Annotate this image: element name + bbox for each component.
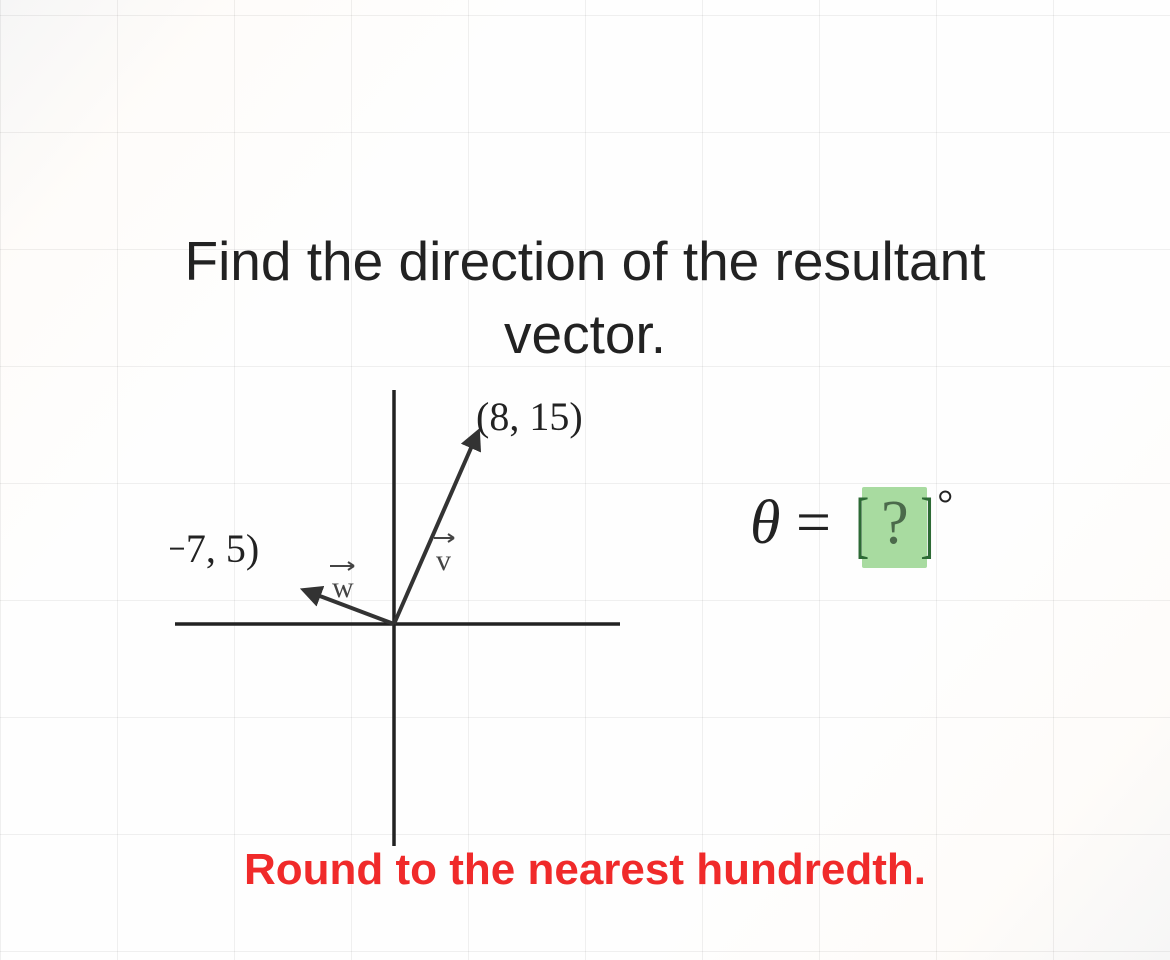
question-line-2: vector. [504, 303, 666, 365]
svg-text:v: v [436, 544, 451, 577]
page: Find the direction of the resultant vect… [0, 0, 1170, 960]
vector-diagram: (8, 15) (−7, 5) v w [170, 390, 630, 850]
rounding-hint: Round to the nearest hundredth. [0, 845, 1170, 895]
vector-v [394, 432, 478, 624]
answer-input-box[interactable]: [?] [846, 483, 943, 568]
question-text: Find the direction of the resultant vect… [0, 225, 1170, 370]
answer-expression: θ = [?] ° [750, 480, 953, 568]
coord-label-v: (8, 15) [476, 394, 583, 439]
answer-placeholder: ? [875, 489, 915, 557]
vector-label-v: v [434, 534, 454, 577]
svg-text:w: w [332, 571, 354, 604]
question-line-1: Find the direction of the resultant [184, 230, 985, 292]
right-bracket: ] [920, 483, 934, 568]
equals-sign: = [796, 489, 831, 557]
coord-label-w: (−7, 5) [170, 526, 259, 571]
vector-label-w: w [330, 562, 354, 604]
theta-symbol: θ [750, 489, 780, 557]
left-bracket: [ [856, 483, 870, 568]
